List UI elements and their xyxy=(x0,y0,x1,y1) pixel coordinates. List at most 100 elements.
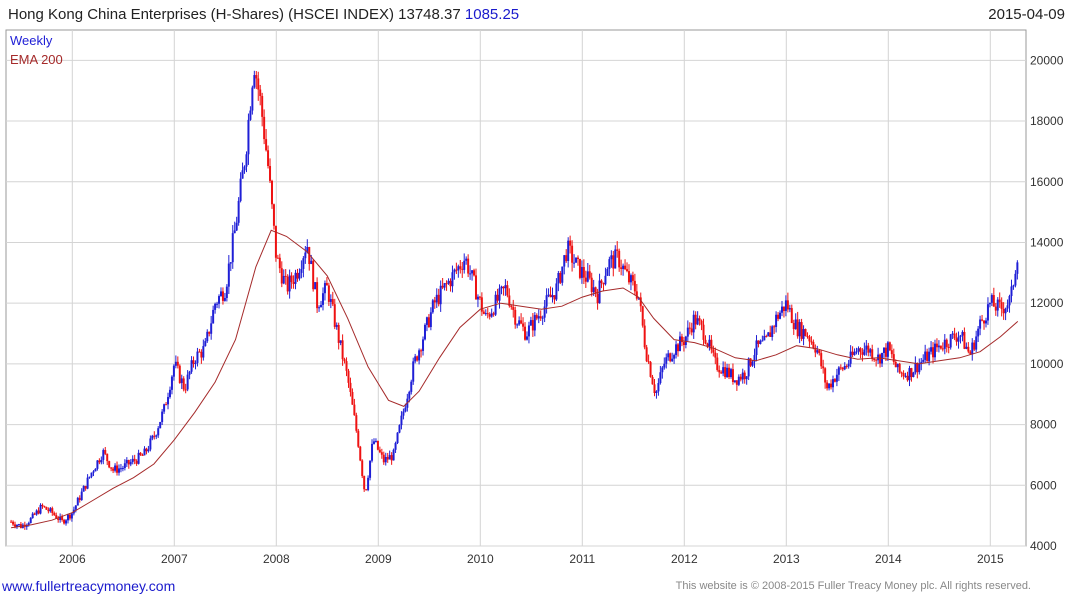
candle-body xyxy=(822,366,825,369)
candle-body xyxy=(567,240,570,261)
candle-body xyxy=(796,319,799,337)
candle-body xyxy=(884,347,887,357)
candle-body xyxy=(767,332,770,337)
candle-body xyxy=(914,362,917,373)
candle-body xyxy=(949,334,952,348)
candle-body xyxy=(639,297,642,307)
site-link[interactable]: www.fullertreacymoney.com xyxy=(2,578,176,594)
candle-body xyxy=(996,299,999,311)
candle-body xyxy=(645,347,648,362)
candle-body xyxy=(983,320,986,324)
candle-body xyxy=(710,339,713,350)
candle-body xyxy=(82,485,85,492)
candle-body xyxy=(33,513,36,515)
candle-body xyxy=(743,372,746,380)
candle-body xyxy=(675,344,678,355)
candle-body xyxy=(555,283,558,300)
candle-body xyxy=(27,523,30,525)
x-tick-label: 2015 xyxy=(977,552,1004,566)
candle-body xyxy=(257,78,260,90)
candle-body xyxy=(924,351,927,360)
candle-body xyxy=(920,361,923,364)
candle-body xyxy=(459,266,462,269)
candle-body xyxy=(835,374,838,382)
candle-body xyxy=(590,277,593,293)
candle-body xyxy=(582,267,585,278)
candle-body xyxy=(288,275,291,292)
candle-body xyxy=(339,340,342,343)
candle-body xyxy=(965,346,968,349)
candle-body xyxy=(504,285,507,289)
y-tick-label: 16000 xyxy=(1030,175,1064,189)
candle-body xyxy=(272,204,275,226)
candle-body xyxy=(733,380,736,382)
candle-body xyxy=(773,326,776,328)
candle-body xyxy=(780,306,783,313)
candle-body xyxy=(935,343,938,348)
candle-body xyxy=(212,309,215,324)
candle-body xyxy=(418,350,421,361)
candle-body xyxy=(696,318,699,325)
candle-body xyxy=(690,328,693,333)
candle-body xyxy=(394,443,397,450)
candle-body xyxy=(792,323,795,330)
candle-body xyxy=(890,350,893,355)
candle-body xyxy=(129,462,132,465)
candle-body xyxy=(906,375,909,381)
candle-body xyxy=(728,367,731,377)
candle-body xyxy=(659,372,662,384)
candle-body xyxy=(471,270,474,274)
candle-body xyxy=(253,75,256,88)
candle-body xyxy=(824,368,827,383)
candle-body xyxy=(225,286,228,298)
candle-body xyxy=(867,345,870,353)
candle-body xyxy=(794,319,797,330)
candle-body xyxy=(686,327,689,337)
candle-body xyxy=(104,450,107,454)
candle-body xyxy=(667,353,670,358)
candle-body xyxy=(53,512,56,516)
candle-body xyxy=(278,257,281,269)
candle-body xyxy=(500,286,503,289)
candle-body xyxy=(808,336,811,342)
candle-body xyxy=(84,485,87,489)
candle-body xyxy=(941,348,944,350)
candle-body xyxy=(39,504,42,514)
candle-body xyxy=(308,246,311,265)
candle-body xyxy=(665,357,668,364)
candle-body xyxy=(990,295,993,303)
candle-body xyxy=(457,266,460,271)
candle-body xyxy=(117,468,120,473)
candle-body xyxy=(206,331,209,342)
candle-body xyxy=(622,265,625,269)
candle-body xyxy=(769,332,772,337)
candle-body xyxy=(575,257,578,263)
candle-body xyxy=(372,441,375,444)
candle-body xyxy=(451,272,454,287)
candle-body xyxy=(196,351,199,363)
candle-body xyxy=(343,359,346,362)
candle-body xyxy=(635,291,638,299)
candle-body xyxy=(490,313,493,317)
candle-body xyxy=(163,404,166,412)
candle-body xyxy=(47,509,50,512)
candle-body xyxy=(437,294,440,305)
candle-body xyxy=(312,260,315,290)
candle-body xyxy=(845,365,848,367)
candle-body xyxy=(45,506,48,510)
candle-body xyxy=(569,240,572,246)
candle-body xyxy=(112,468,115,471)
candle-body xyxy=(708,339,711,347)
candle-body xyxy=(522,323,525,327)
candle-body xyxy=(433,300,436,303)
candle-body xyxy=(341,340,344,360)
candle-body xyxy=(35,510,38,515)
candle-body xyxy=(345,361,348,371)
candle-body xyxy=(804,329,807,337)
candle-body xyxy=(400,415,403,426)
candle-body xyxy=(731,369,734,382)
candle-body xyxy=(123,463,126,469)
candle-body xyxy=(276,257,279,259)
candle-body xyxy=(826,382,829,389)
candle-body xyxy=(869,349,872,353)
